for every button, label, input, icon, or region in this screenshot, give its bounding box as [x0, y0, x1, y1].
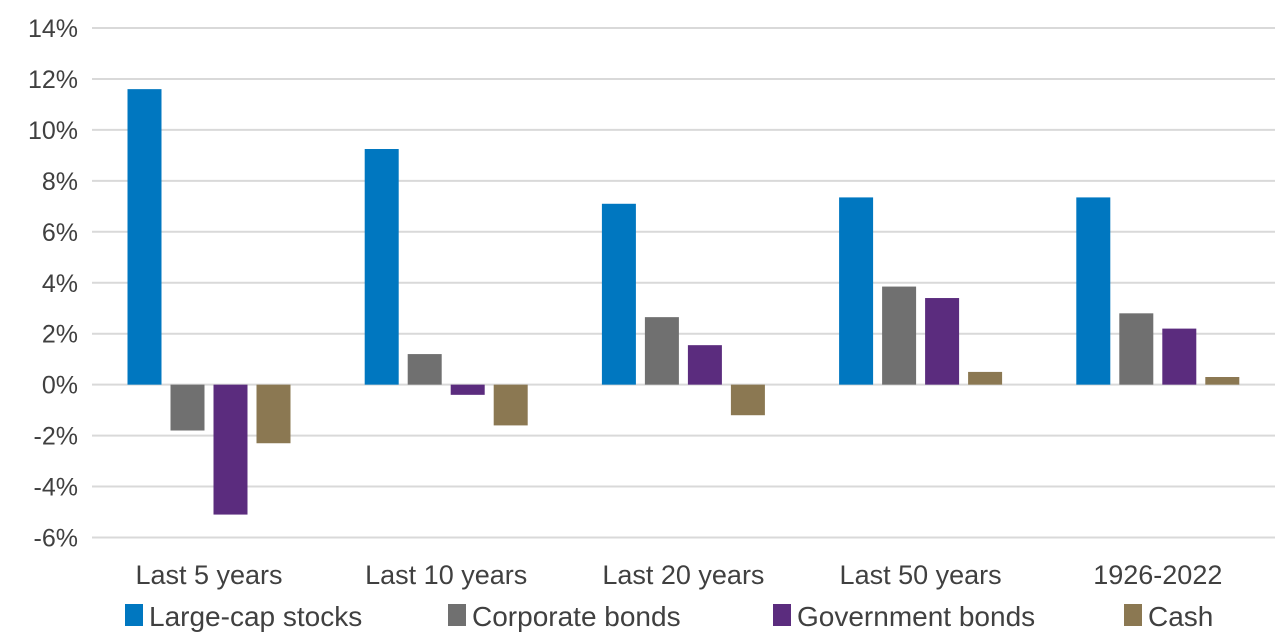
legend-swatch: [773, 604, 791, 626]
bar: [601, 203, 636, 385]
x-category-label: Last 10 years: [365, 560, 527, 590]
y-tick-label: 8%: [42, 168, 78, 196]
bar: [968, 371, 1003, 385]
legend-swatch: [448, 604, 466, 626]
bar: [493, 384, 528, 426]
y-tick-label: -2%: [34, 423, 78, 451]
x-category-label: 1926-2022: [1093, 560, 1222, 590]
bar: [407, 354, 442, 385]
x-axis: Last 5 years Last 10 years Last 20 years La…: [135, 560, 1222, 590]
bar: [127, 89, 162, 385]
bar: [839, 197, 874, 385]
bar: [925, 298, 960, 385]
bar: [687, 345, 722, 385]
bar: [213, 384, 248, 515]
legend-swatch: [1124, 604, 1142, 626]
bar: [882, 286, 917, 385]
y-axis: 14% 12% 10% 8% 6% 4% 2% 0% -2% -4% -6%: [28, 15, 78, 553]
y-tick-label: 14%: [28, 15, 78, 43]
gridlines: [92, 27, 1275, 539]
y-tick-label: 10%: [28, 117, 78, 145]
bar: [1119, 313, 1154, 385]
y-tick-label: 4%: [42, 270, 78, 298]
legend-label: Cash: [1148, 601, 1213, 632]
legend: Large-cap stocks Corporate bonds Governmen…: [125, 601, 1213, 632]
bar: [1076, 197, 1111, 385]
legend-label: Large-cap stocks: [149, 601, 362, 632]
y-tick-label: -4%: [34, 474, 78, 502]
bar: [256, 384, 291, 444]
bar: [730, 384, 765, 416]
bar: [364, 149, 399, 385]
bar: [644, 317, 679, 385]
legend-swatch: [125, 604, 143, 626]
bar: [170, 384, 205, 431]
bars: [127, 89, 1240, 515]
x-category-label: Last 50 years: [840, 560, 1002, 590]
y-tick-label: -6%: [34, 525, 78, 553]
bar: [450, 384, 485, 395]
y-tick-label: 2%: [42, 321, 78, 349]
x-category-label: Last 5 years: [135, 560, 282, 590]
bar: [1162, 328, 1197, 385]
legend-label: Corporate bonds: [472, 601, 681, 632]
bar: [1205, 377, 1240, 385]
y-tick-label: 12%: [28, 66, 78, 94]
x-category-label: Last 20 years: [602, 560, 764, 590]
y-tick-label: 6%: [42, 219, 78, 247]
legend-label: Government bonds: [797, 601, 1035, 632]
y-tick-label: 0%: [42, 372, 78, 400]
